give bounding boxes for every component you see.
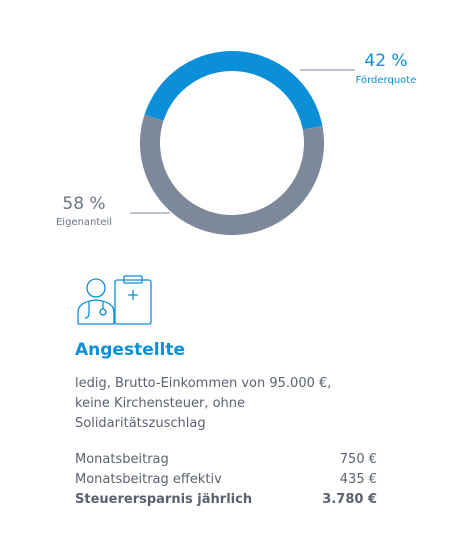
chart: 42 % Förderquote 58 % Eigenanteil (56, 51, 417, 325)
value-label: 58 % (62, 194, 105, 214)
description-line: keine Kirchensteuer, ohne Solidaritätszu… (75, 396, 246, 431)
row-label: Monatsbeitrag effektiv (75, 472, 222, 487)
row-value: 435 € (339, 472, 377, 487)
donut-segment (140, 114, 324, 236)
category-label: Förderquote (356, 75, 417, 86)
row: Monatsbeitrag effektiv 435 € (75, 470, 377, 490)
row: Monatsbeitrag 750 € (75, 450, 377, 470)
card-title: Angestellte (75, 340, 186, 360)
row: Steuerersparnis jährlich 3.780 € (75, 490, 377, 510)
description-line: ledig, Brutto-Einkommen von 95.000 €, (75, 376, 332, 391)
value-label: 42 % (364, 51, 407, 71)
icon (77, 275, 152, 325)
category-label: Eigenanteil (56, 217, 112, 228)
card: Angestellte ledig, Brutto-Einkommen von … (75, 340, 377, 510)
description: ledig, Brutto-Einkommen von 95.000 €, ke… (75, 374, 377, 434)
row-value: 3.780 € (322, 492, 377, 507)
donut-segment (144, 51, 323, 130)
row-label: Steuerersparnis jährlich (75, 492, 253, 507)
row-label: Monatsbeitrag (75, 452, 169, 467)
row-value: 750 € (339, 452, 377, 467)
